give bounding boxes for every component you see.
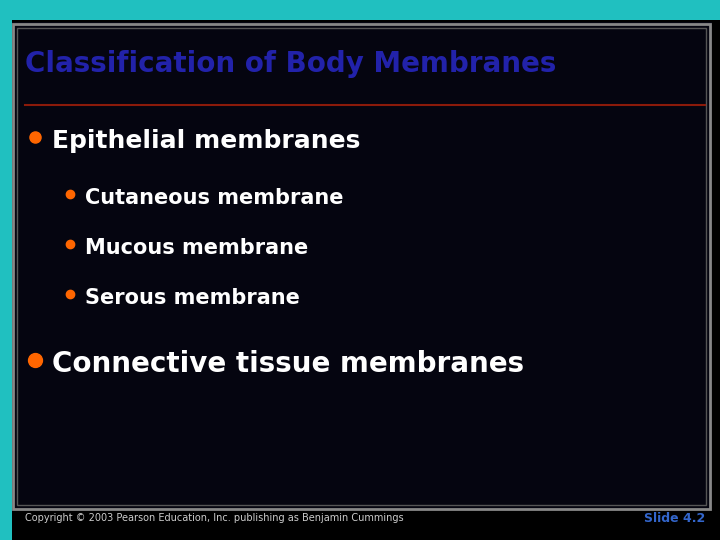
Bar (0, 0, 12, 540)
Text: Copyright © 2003 Pearson Education, Inc. publishing as Benjamin Cummings: Copyright © 2003 Pearson Education, Inc.… (25, 513, 404, 523)
Text: Serous membrane: Serous membrane (85, 288, 300, 308)
Bar (0, 0, 720, 20)
Text: Epithelial membranes: Epithelial membranes (52, 129, 361, 153)
Text: Connective tissue membranes: Connective tissue membranes (52, 350, 524, 378)
Text: Cutaneous membrane: Cutaneous membrane (85, 188, 343, 208)
Text: Classification of Body Membranes: Classification of Body Membranes (25, 50, 557, 78)
Text: Slide 4.2: Slide 4.2 (644, 511, 705, 524)
Text: Mucous membrane: Mucous membrane (85, 238, 308, 258)
